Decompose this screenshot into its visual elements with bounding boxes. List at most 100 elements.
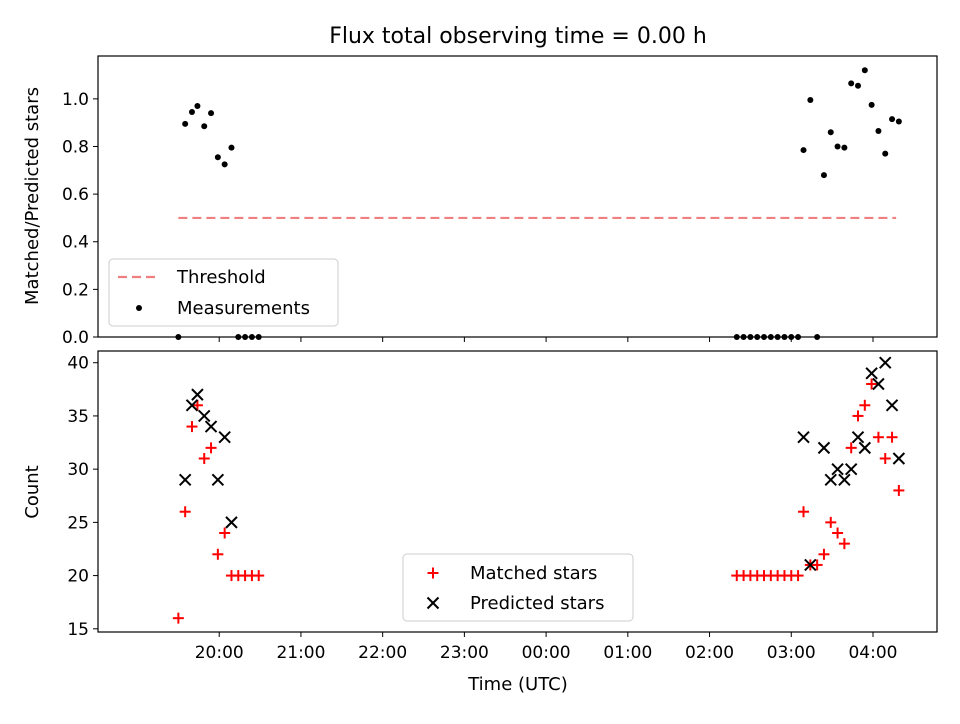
predicted-star-point: [225, 516, 238, 529]
measurement-point: [214, 154, 221, 161]
measurement-point: [788, 334, 795, 340]
matched-star-point: [866, 378, 878, 390]
predicted-star-point: [204, 420, 218, 433]
legend-predicted-swatch: [426, 596, 440, 610]
top-panel: 0.0 0.2 0.4 0.6 0.8 1.0 Threshold Measurements: [62, 55, 938, 348]
cross-stroke: [844, 462, 858, 476]
measurement-point: [875, 128, 882, 135]
x-tick-label: 21:00: [276, 643, 325, 663]
predicted-star-point: [885, 399, 899, 412]
measurement-point: [754, 334, 761, 340]
predicted-star-point: [831, 462, 844, 476]
predicted-star-point: [178, 473, 192, 486]
y-tick-label: 40: [67, 354, 89, 374]
cross-stroke: [211, 473, 225, 486]
matched-star-point: [852, 410, 864, 422]
legend-measurement-swatch: [136, 305, 142, 311]
matched-star-point: [191, 399, 203, 411]
x-tick-label: 04:00: [848, 643, 897, 663]
legend-box: [108, 258, 339, 327]
predicted-star-point: [824, 473, 837, 486]
plot-frame: [97, 55, 938, 338]
measurement-point: [767, 334, 774, 340]
cross-stroke: [817, 441, 831, 455]
matched-star-point: [253, 570, 265, 582]
cross-stroke: [797, 431, 810, 444]
cross-stroke: [851, 431, 865, 444]
x-tick-label: 03:00: [767, 643, 816, 663]
measurement-point: [188, 108, 195, 115]
x-tick-label: 01:00: [603, 643, 652, 663]
cross-stroke: [831, 462, 844, 476]
cross-stroke: [185, 399, 199, 412]
matched-star-point: [879, 453, 891, 465]
bottom-y-axis-label: Count: [22, 465, 43, 518]
legend-threshold-label: Threshold: [176, 267, 266, 288]
measurement-point: [820, 172, 827, 179]
measurement-point: [175, 334, 182, 340]
matched-star-point: [205, 442, 217, 454]
y-tick-label: 20: [67, 567, 89, 587]
x-tick-label: 23:00: [440, 643, 489, 663]
y-tick-label: 30: [67, 460, 89, 480]
predicted-star-point: [817, 441, 831, 455]
x-tick-label: 00:00: [522, 643, 571, 663]
matched-star-point: [212, 548, 224, 560]
top-legend: Threshold Measurements: [108, 258, 339, 327]
measurement-point: [201, 123, 208, 130]
measurement-point: [895, 118, 902, 125]
measurement-point: [807, 97, 814, 104]
matched-star-point: [792, 570, 804, 582]
measurement-point: [861, 67, 868, 74]
matched-star-point: [825, 516, 837, 528]
y-tick-label: 1.0: [62, 90, 89, 110]
matched-star-point: [198, 453, 210, 465]
measurement-point: [868, 101, 875, 108]
measurement-point: [221, 161, 228, 168]
cross-stroke: [879, 356, 892, 369]
predicted-star-point: [191, 388, 204, 401]
cross-stroke: [824, 473, 837, 486]
cross-stroke: [838, 473, 851, 486]
matched-star-point: [859, 399, 871, 411]
measurement-point: [834, 143, 841, 150]
y-tick-label: 25: [67, 513, 89, 533]
measurement-point: [182, 120, 189, 127]
x-tick-label: 22:00: [358, 643, 407, 663]
matched-star-point: [172, 612, 184, 624]
measurement-point: [855, 82, 862, 89]
predicted-star-point: [797, 431, 810, 444]
measurement-point: [882, 150, 889, 157]
matched-star-point: [179, 506, 191, 518]
bottom-legend: Matched stars Predicted stars: [402, 553, 634, 622]
predicted-star-point: [851, 431, 865, 444]
cross-stroke: [178, 473, 192, 486]
predicted-star-point: [211, 473, 225, 486]
matched-star-point: [886, 431, 898, 443]
measurement-point: [194, 103, 201, 110]
measurement-point: [248, 334, 255, 340]
measurement-point: [774, 334, 781, 340]
cross-stroke: [872, 377, 885, 391]
x-tick-label: 20:00: [195, 643, 244, 663]
measurement-point: [242, 334, 249, 340]
measurement-point: [740, 334, 747, 340]
matched-star-point: [838, 538, 850, 550]
cross-stroke: [885, 399, 899, 412]
predicted-star-point: [872, 377, 885, 391]
predicted-star-point: [879, 356, 892, 369]
predicted-star-point: [858, 441, 872, 455]
x-tick-label: 02:00: [685, 643, 734, 663]
legend-matched-swatch: [427, 567, 439, 579]
measurement-point: [795, 334, 802, 340]
y-tick-label: 0.0: [62, 328, 89, 348]
predicted-star-point: [185, 399, 199, 412]
predicted-star-point: [804, 558, 817, 572]
matched-star-point: [872, 431, 884, 443]
y-tick-label: 0.8: [62, 137, 89, 157]
measurement-point: [255, 334, 262, 340]
measurement-point: [781, 334, 788, 340]
x-axis-label: Time (UTC): [467, 674, 568, 695]
predicted-star-point: [892, 452, 906, 465]
matched-star-point: [811, 559, 823, 571]
